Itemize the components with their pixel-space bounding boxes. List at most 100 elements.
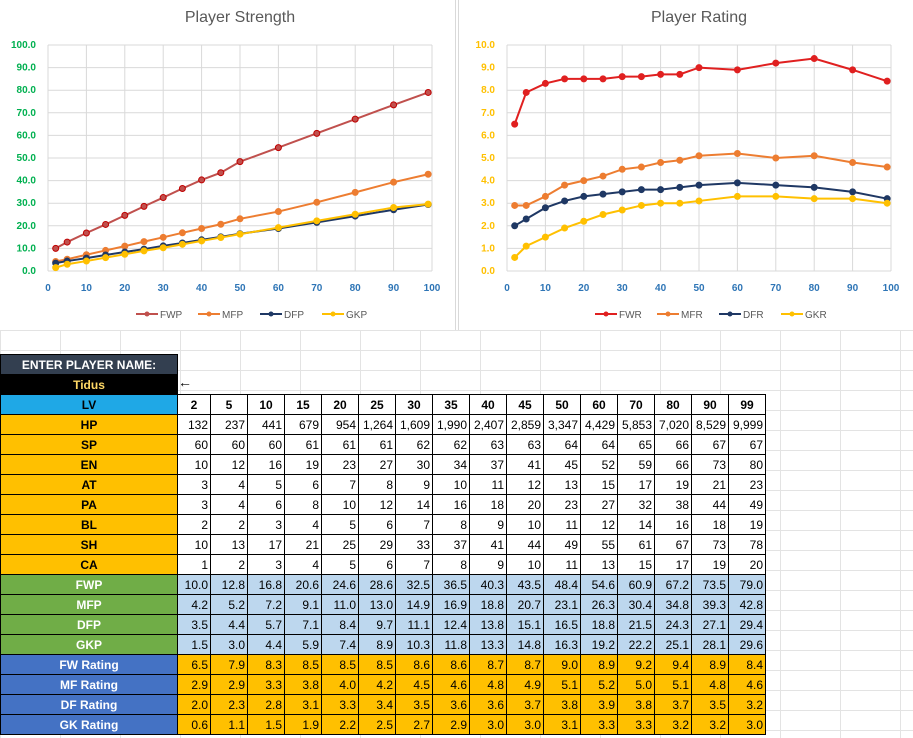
- rating-cell[interactable]: 3.0: [506, 714, 544, 735]
- rating-cell[interactable]: 3.2: [691, 714, 729, 735]
- level-cell[interactable]: 50: [543, 394, 581, 415]
- stat-cell[interactable]: 37: [469, 454, 507, 475]
- rating-cell[interactable]: 4.0: [321, 674, 359, 695]
- stat-cell[interactable]: 23: [321, 454, 359, 475]
- stat-cell[interactable]: 73: [691, 454, 729, 475]
- stat-cell[interactable]: 3: [247, 554, 285, 575]
- rating-cell[interactable]: 3.3: [321, 694, 359, 715]
- strength-cell[interactable]: 3.5: [177, 614, 211, 635]
- stat-cell[interactable]: 12: [358, 494, 396, 515]
- strength-cell[interactable]: 22.2: [617, 634, 655, 655]
- strength-cell[interactable]: 36.5: [432, 574, 470, 595]
- stat-cell[interactable]: 23: [543, 494, 581, 515]
- stat-cell[interactable]: 132: [177, 414, 211, 435]
- stat-cell[interactable]: 8,529: [691, 414, 729, 435]
- stat-cell[interactable]: 19: [284, 454, 322, 475]
- strength-cell[interactable]: 4.2: [177, 594, 211, 615]
- level-cell[interactable]: 35: [432, 394, 470, 415]
- stat-cell[interactable]: 62: [395, 434, 433, 455]
- strength-cell[interactable]: 9.1: [284, 594, 322, 615]
- stat-cell[interactable]: 59: [617, 454, 655, 475]
- strength-cell[interactable]: 13.3: [469, 634, 507, 655]
- level-cell[interactable]: 45: [506, 394, 544, 415]
- stat-cell[interactable]: 3: [177, 474, 211, 495]
- stat-cell[interactable]: 19: [691, 554, 729, 575]
- level-cell[interactable]: 99: [728, 394, 766, 415]
- stat-cell[interactable]: 1,609: [395, 414, 433, 435]
- rating-cell[interactable]: 2.0: [177, 694, 211, 715]
- stat-cell[interactable]: 73: [691, 534, 729, 555]
- rating-cell[interactable]: 3.3: [580, 714, 618, 735]
- strength-cell[interactable]: 8.9: [358, 634, 396, 655]
- stat-cell[interactable]: 8: [432, 554, 470, 575]
- stat-cell[interactable]: 10: [506, 554, 544, 575]
- strength-cell[interactable]: 25.1: [654, 634, 692, 655]
- stat-cell[interactable]: 15: [580, 474, 618, 495]
- stat-cell[interactable]: 5,853: [617, 414, 655, 435]
- rating-cell[interactable]: 2.8: [247, 694, 285, 715]
- stat-cell[interactable]: 67: [691, 434, 729, 455]
- stat-cell[interactable]: 9: [469, 514, 507, 535]
- stat-cell[interactable]: 18: [691, 514, 729, 535]
- stat-cell[interactable]: 20: [506, 494, 544, 515]
- strength-cell[interactable]: 29.6: [728, 634, 766, 655]
- stat-cell[interactable]: 21: [691, 474, 729, 495]
- stat-cell[interactable]: 1: [177, 554, 211, 575]
- stat-cell[interactable]: 25: [321, 534, 359, 555]
- strength-cell[interactable]: 16.9: [432, 594, 470, 615]
- strength-cell[interactable]: 30.4: [617, 594, 655, 615]
- stat-cell[interactable]: 21: [284, 534, 322, 555]
- stat-cell[interactable]: 2,407: [469, 414, 507, 435]
- rating-cell[interactable]: 8.3: [247, 654, 285, 675]
- strength-cell[interactable]: 11.0: [321, 594, 359, 615]
- strength-cell[interactable]: 18.8: [580, 614, 618, 635]
- stat-cell[interactable]: 29: [358, 534, 396, 555]
- stat-cell[interactable]: 27: [580, 494, 618, 515]
- stat-cell[interactable]: 16: [654, 514, 692, 535]
- stat-cell[interactable]: 5: [321, 514, 359, 535]
- stat-cell[interactable]: 3,347: [543, 414, 581, 435]
- rating-cell[interactable]: 5.1: [654, 674, 692, 695]
- stat-cell[interactable]: 41: [506, 454, 544, 475]
- rating-cell[interactable]: 8.5: [358, 654, 396, 675]
- rating-cell[interactable]: 3.5: [691, 694, 729, 715]
- rating-cell[interactable]: 3.5: [395, 694, 433, 715]
- strength-cell[interactable]: 20.7: [506, 594, 544, 615]
- rating-cell[interactable]: 3.0: [728, 714, 766, 735]
- rating-cell[interactable]: 3.6: [432, 694, 470, 715]
- stat-cell[interactable]: 13: [543, 474, 581, 495]
- stat-cell[interactable]: 2: [210, 514, 248, 535]
- stat-cell[interactable]: 41: [469, 534, 507, 555]
- rating-cell[interactable]: 3.1: [543, 714, 581, 735]
- strength-cell[interactable]: 1.5: [177, 634, 211, 655]
- stat-cell[interactable]: 2,859: [506, 414, 544, 435]
- strength-cell[interactable]: 23.1: [543, 594, 581, 615]
- strength-cell[interactable]: 28.1: [691, 634, 729, 655]
- stat-cell[interactable]: 63: [506, 434, 544, 455]
- strength-cell[interactable]: 11.1: [395, 614, 433, 635]
- strength-cell[interactable]: 34.8: [654, 594, 692, 615]
- rating-cell[interactable]: 1.5: [247, 714, 285, 735]
- stat-cell[interactable]: 33: [395, 534, 433, 555]
- stat-cell[interactable]: 12: [580, 514, 618, 535]
- stat-cell[interactable]: 65: [617, 434, 655, 455]
- stat-cell[interactable]: 17: [654, 554, 692, 575]
- stat-cell[interactable]: 4: [210, 474, 248, 495]
- stat-cell[interactable]: 62: [432, 434, 470, 455]
- rating-cell[interactable]: 3.0: [469, 714, 507, 735]
- rating-cell[interactable]: 3.2: [654, 714, 692, 735]
- stat-cell[interactable]: 38: [654, 494, 692, 515]
- strength-cell[interactable]: 14.8: [506, 634, 544, 655]
- stat-cell[interactable]: 954: [321, 414, 359, 435]
- rating-cell[interactable]: 4.8: [469, 674, 507, 695]
- strength-cell[interactable]: 43.5: [506, 574, 544, 595]
- rating-cell[interactable]: 0.6: [177, 714, 211, 735]
- rating-cell[interactable]: 8.9: [691, 654, 729, 675]
- stat-cell[interactable]: 19: [728, 514, 766, 535]
- stat-cell[interactable]: 2: [177, 514, 211, 535]
- strength-cell[interactable]: 73.5: [691, 574, 729, 595]
- rating-cell[interactable]: 6.5: [177, 654, 211, 675]
- strength-cell[interactable]: 3.0: [210, 634, 248, 655]
- strength-cell[interactable]: 9.7: [358, 614, 396, 635]
- level-cell[interactable]: 80: [654, 394, 692, 415]
